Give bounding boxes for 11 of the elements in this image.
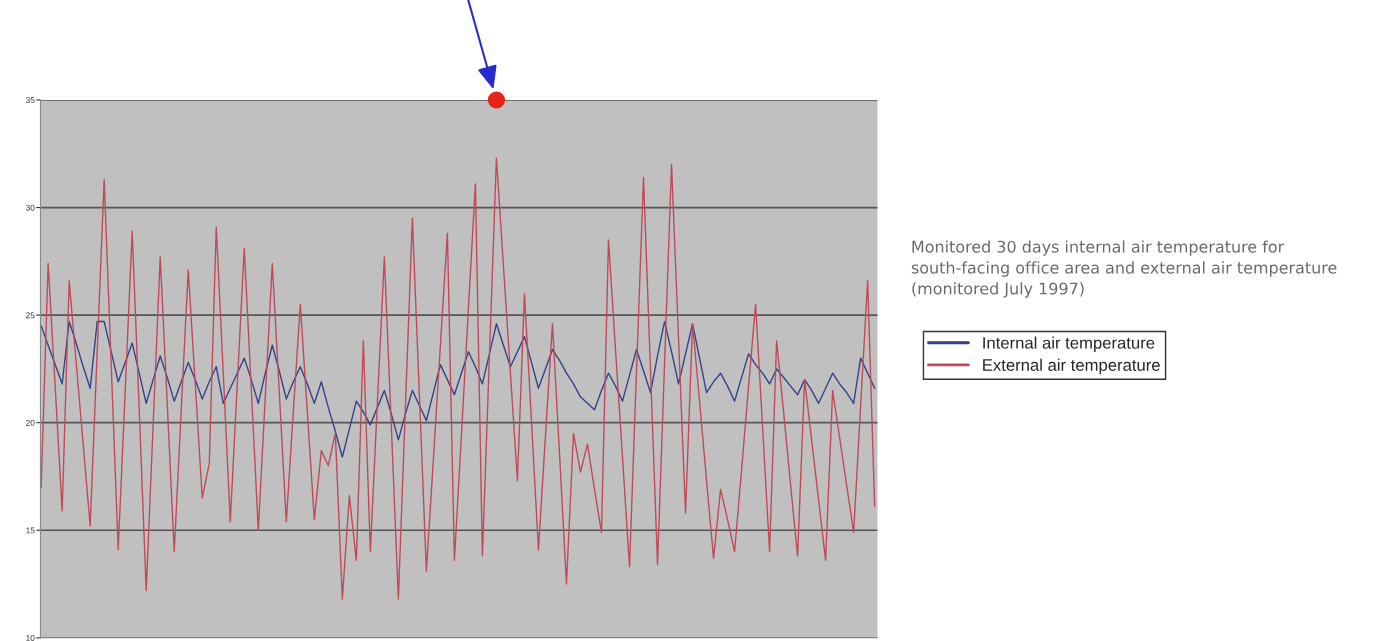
y-tick-label: 30 xyxy=(25,204,35,211)
legend-label: External air temperature xyxy=(983,358,1160,375)
y-tick-label: 10 xyxy=(26,635,35,641)
text: Monitored 30 days internal air temperature for south-facing office area and external air temperature (monitored July 1997) xyxy=(911,240,1337,298)
y-tick-label: 20 xyxy=(26,419,35,426)
y-tick-label: 25 xyxy=(26,312,35,319)
legend-label: Internal air temperature xyxy=(983,336,1155,353)
line-series xyxy=(40,320,876,458)
line-series xyxy=(40,157,876,600)
y-tick-label: 15 xyxy=(26,527,35,534)
y-tick-label: 35 xyxy=(25,97,35,104)
